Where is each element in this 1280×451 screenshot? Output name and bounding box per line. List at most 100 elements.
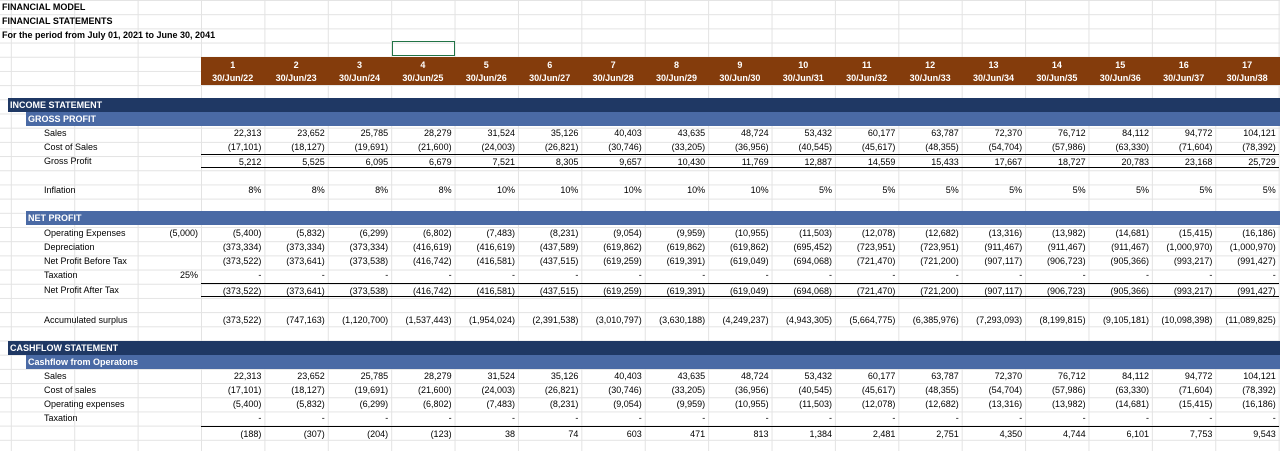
value-cell: (16,186) (1242, 399, 1276, 409)
value-cell: (17,101) (227, 385, 262, 395)
value-cell: 5% (1072, 185, 1086, 195)
period-date: 30/Jun/38 (1226, 73, 1268, 83)
value-cell: (437,589) (539, 242, 579, 252)
value-cell: (17,101) (227, 142, 262, 152)
row-label: Net Profit After Tax (44, 285, 119, 295)
value-cell: 63,787 (931, 371, 959, 381)
value-cell: 5% (818, 185, 832, 195)
period-date: 30/Jun/28 (592, 73, 634, 83)
period-number: 11 (861, 60, 872, 70)
value-cell: (26,821) (544, 142, 579, 152)
value-cell: (3,630,188) (659, 315, 706, 325)
period-number: 10 (798, 60, 809, 70)
selected-cell[interactable] (392, 41, 455, 56)
period-date: 30/Jun/29 (655, 73, 697, 83)
value-cell: (8,231) (549, 399, 579, 409)
value-cell: (416,619) (476, 242, 515, 252)
value-cell: - (702, 270, 706, 280)
value-cell: - (575, 270, 579, 280)
row-label: Taxation (44, 413, 78, 423)
value-cell: 60,177 (867, 128, 896, 138)
value-cell: 9,543 (1215, 426, 1279, 440)
value-cell: 63,787 (931, 128, 959, 138)
value-cell: 12,887 (771, 154, 835, 168)
value-cell: (14,681) (1115, 399, 1149, 409)
value-cell: 22,313 (233, 371, 262, 381)
value-cell: 8% (438, 185, 452, 195)
value-cell: 53,432 (804, 128, 832, 138)
value-cell: (40,545) (798, 142, 832, 152)
value-cell: (30,746) (608, 142, 642, 152)
value-cell: (204) (327, 426, 392, 440)
value-cell: (12,682) (925, 399, 959, 409)
value-cell: - (955, 270, 959, 280)
value-cell: - (638, 270, 642, 280)
value-cell: 6,101 (1088, 426, 1152, 440)
row-label: Sales (44, 371, 67, 381)
value-cell: 104,121 (1243, 371, 1276, 381)
value-cell: - (321, 270, 325, 280)
value-cell: 10% (750, 185, 769, 195)
value-cell: 74 (518, 426, 582, 440)
value-cell: (911,467) (1047, 242, 1086, 252)
value-cell: 22,313 (233, 128, 262, 138)
value-cell: - (765, 270, 769, 280)
value-cell: 76,712 (1058, 371, 1086, 381)
value-cell: 40,403 (614, 128, 642, 138)
value-cell: (33,205) (671, 385, 706, 395)
value-cell: 25,729 (1215, 154, 1279, 168)
value-cell: 48,724 (741, 371, 769, 381)
value-cell: 14,559 (835, 154, 899, 168)
value-cell: (36,956) (735, 142, 769, 152)
value-cell: 10,430 (644, 154, 709, 168)
value-cell: (991,427) (1237, 256, 1276, 266)
period-number: 15 (1115, 60, 1126, 70)
value-cell: (991,427) (1215, 283, 1279, 297)
value-cell: (373,538) (349, 256, 389, 266)
value-cell: 31,524 (487, 128, 515, 138)
value-cell: (721,470) (856, 256, 896, 266)
value-cell: (747,163) (286, 315, 325, 325)
value-cell: 7,753 (1152, 426, 1216, 440)
row-label: Net Profit Before Tax (44, 256, 127, 266)
row-label: Operating expenses (44, 399, 125, 409)
value-cell: 5% (945, 185, 959, 195)
value-cell: (24,003) (481, 385, 515, 395)
period-date: 30/Jun/30 (719, 73, 761, 83)
group-bar: Cashflow from Operatons (26, 355, 1280, 369)
value-cell: 5,212 (201, 154, 265, 168)
value-cell: (78,392) (1242, 142, 1276, 152)
value-cell: (619,862) (666, 242, 706, 252)
value-cell: (123) (391, 426, 455, 440)
value-cell: (5,400) (232, 399, 262, 409)
value-cell: (723,951) (856, 242, 896, 252)
value-cell: 18,727 (1025, 154, 1089, 168)
value-cell: (373,334) (286, 242, 325, 252)
value-cell: 10% (560, 185, 579, 195)
row-label: Cost of sales (44, 385, 97, 395)
value-cell: (619,049) (708, 283, 772, 297)
value-cell: 7,521 (454, 154, 518, 168)
value-cell: (8,199,815) (1039, 315, 1086, 325)
value-cell: (8,231) (549, 228, 579, 238)
value-cell: (10,098,398) (1161, 315, 1213, 325)
value-cell: (373,522) (222, 315, 262, 325)
value-cell: - (258, 413, 262, 423)
period-date: 30/Jun/35 (1036, 73, 1078, 83)
value-cell: (416,742) (413, 256, 452, 266)
value-cell: (9,959) (676, 228, 706, 238)
value-cell: (45,617) (861, 385, 896, 395)
value-cell: - (511, 413, 515, 423)
value-cell: (13,982) (1052, 399, 1086, 409)
row-label: Cost of Sales (44, 142, 98, 152)
value-cell: 2,481 (835, 426, 899, 440)
value-cell: (78,392) (1242, 385, 1276, 395)
value-cell: (18,127) (291, 142, 325, 152)
value-cell: (6,299) (359, 228, 389, 238)
value-cell: (45,617) (861, 142, 896, 152)
value-cell: - (955, 413, 959, 423)
value-cell: (721,200) (898, 283, 962, 297)
value-cell: (33,205) (671, 142, 706, 152)
value-cell: (7,483) (486, 228, 515, 238)
value-cell: (721,200) (920, 256, 959, 266)
